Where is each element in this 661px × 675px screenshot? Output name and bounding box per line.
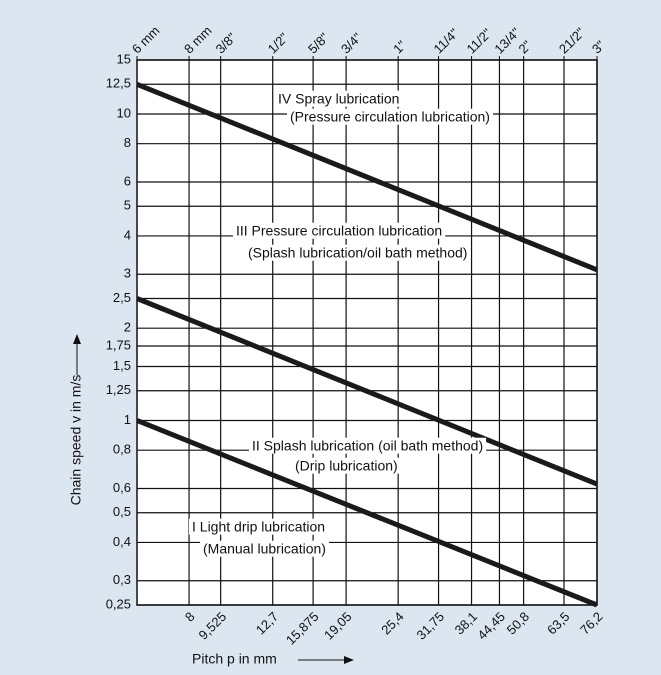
annotation-background [292, 457, 401, 474]
annotation-background [287, 108, 493, 125]
x-axis-arrowhead [344, 656, 354, 664]
annotation: II Splash lubrication (oil bath method) [252, 438, 483, 454]
y-tick-label: 0,4 [113, 534, 131, 549]
y-tick-label: 0,5 [113, 504, 131, 519]
annotation-background [200, 540, 329, 557]
annotation-background [233, 222, 446, 239]
y-tick-label: 10 [117, 105, 131, 120]
annotation-background [249, 437, 487, 454]
y-tick-label: 0,3 [113, 572, 131, 587]
series-line [136, 418, 598, 608]
y-axis-label: Chain speed v in m/s [68, 375, 84, 506]
y-tick-label: 0,6 [113, 480, 131, 495]
y-tick-label: 8 [124, 135, 131, 150]
x-axis-label: Pitch p in mm [192, 651, 277, 667]
y-axis-arrowhead [73, 334, 81, 344]
annotation: I Light drip lubrication [192, 519, 325, 535]
annotation-background [189, 518, 329, 535]
y-tick-label: 1,5 [113, 358, 131, 373]
y-tick-label: 15 [117, 51, 131, 66]
y-tick-label: 1 [124, 412, 131, 427]
y-tick-label: 5 [124, 198, 131, 213]
annotation: III Pressure circulation lubrication [236, 223, 442, 239]
annotation: (Drip lubrication) [295, 458, 398, 474]
y-tick-label: 1,25 [106, 382, 131, 397]
y-tick-label: 2 [124, 320, 131, 335]
y-tick-label: 12,5 [106, 76, 131, 91]
annotation: (Splash lubrication/oil bath method) [248, 245, 467, 261]
annotation-background [275, 90, 403, 107]
annotation: (Pressure circulation lubrication) [290, 109, 490, 125]
annotation: IV Spray lubrication [278, 91, 399, 107]
annotation-background [245, 244, 471, 261]
series-line [136, 81, 598, 273]
y-tick-label: 1,75 [106, 337, 131, 352]
y-tick-label: 0,25 [106, 596, 131, 611]
series-line [136, 296, 598, 487]
y-tick-label: 0,8 [113, 442, 131, 457]
y-tick-label: 6 [124, 173, 131, 188]
annotation: (Manual lubrication) [203, 541, 326, 557]
y-tick-label: 3 [124, 266, 131, 281]
y-tick-label: 2,5 [113, 290, 131, 305]
y-tick-label: 4 [124, 227, 131, 242]
